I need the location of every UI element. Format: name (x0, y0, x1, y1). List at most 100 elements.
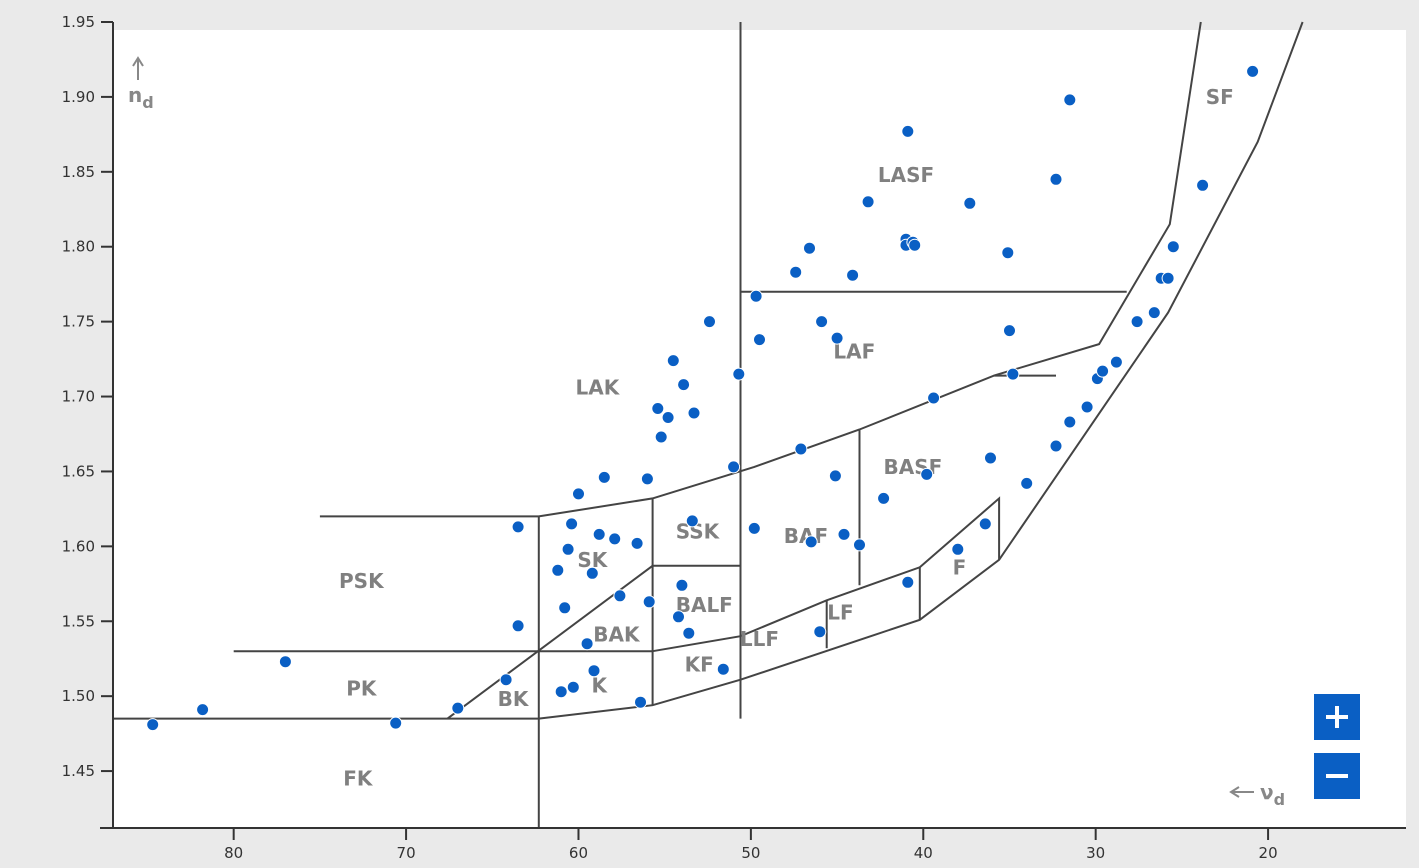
y-tick-label: 1.45 (62, 762, 95, 780)
glass-point (677, 378, 691, 392)
y-tick-label: 1.90 (62, 88, 95, 106)
x-axis-label: νd (1260, 780, 1285, 809)
y-tick-label: 1.85 (62, 163, 95, 181)
glass-point (1109, 355, 1123, 369)
region-label-k: K (591, 674, 608, 698)
left-arrow-head (1229, 786, 1240, 798)
glass-point (608, 532, 622, 546)
glass-point (682, 626, 696, 640)
glass-point (640, 472, 654, 486)
plus-icon-vertical (1335, 706, 1339, 728)
glass-point (908, 238, 922, 252)
y-tick-label: 1.55 (62, 612, 95, 630)
glass-point (666, 354, 680, 368)
region-label-f: F (953, 555, 967, 579)
glass-point (1166, 240, 1180, 254)
region-label-lf: LF (827, 600, 853, 624)
glass-point (389, 716, 403, 730)
glass-point (732, 367, 746, 381)
glass-point (565, 517, 579, 531)
region-boundary (993, 21, 1202, 377)
region-label-lak: LAK (576, 376, 621, 400)
glass-point (551, 563, 565, 577)
glass-point (613, 589, 627, 603)
glass-point (654, 430, 668, 444)
glass-point (561, 542, 575, 556)
region-label-lasf: LASF (878, 163, 934, 187)
glass-point (1063, 415, 1077, 429)
glass-point (1003, 324, 1016, 338)
region-boundary (652, 496, 1001, 653)
glass-point (703, 315, 716, 329)
glass-point (1147, 306, 1161, 320)
x-axis-caption: νd (1229, 780, 1285, 809)
glass-point (877, 491, 891, 505)
glass-point (1130, 315, 1144, 329)
region-label-llf: LLF (740, 627, 779, 651)
glass-point (580, 637, 594, 651)
region-label-bak: BAK (593, 623, 641, 647)
glass-point (963, 196, 977, 210)
zoom-out-button[interactable] (1314, 753, 1360, 799)
x-tick-label: 70 (397, 844, 416, 862)
glass-point (566, 680, 580, 694)
glass-point (753, 333, 766, 347)
glass-point (451, 701, 465, 715)
glass-point (558, 601, 572, 615)
glass-points (146, 64, 1260, 732)
glass-point (587, 664, 601, 678)
glass-point (597, 470, 611, 484)
y-axis-label: nd (128, 83, 154, 112)
x-tick-label: 80 (224, 844, 243, 862)
glass-point (828, 469, 842, 483)
glass-point (1001, 246, 1015, 260)
region-label-bk: BK (498, 687, 530, 711)
y-tick-label: 1.75 (62, 313, 95, 331)
glass-point (846, 268, 860, 282)
glass-point (585, 566, 599, 580)
glass-region-boundaries (113, 21, 1304, 828)
axes: 1.45 1.50 1.55 1.60 1.65 1.70 1.75 1.80 1.85 1.90… (62, 13, 1406, 862)
glass-point (1049, 439, 1063, 453)
glass-point (687, 406, 701, 420)
glass-point (572, 487, 585, 501)
glass-point (1246, 64, 1260, 78)
y-tick-label: 1.50 (62, 687, 95, 705)
y-tick-label: 1.65 (62, 462, 95, 480)
glass-point (1161, 271, 1175, 285)
glass-point (747, 521, 761, 535)
glass-point (861, 195, 875, 209)
glass-point (661, 411, 675, 424)
glass-point (196, 703, 210, 717)
glass-point (685, 514, 699, 528)
zoom-in-button[interactable] (1314, 694, 1360, 740)
glass-point (804, 535, 818, 549)
region-label-fk: FK (343, 767, 374, 791)
x-tick-label: 20 (1259, 844, 1278, 862)
glass-point (1020, 476, 1034, 490)
glass-point (749, 289, 763, 303)
x-tick-label: 40 (914, 844, 933, 862)
glass-point (984, 451, 997, 465)
minus-icon (1326, 774, 1348, 778)
glass-point (278, 655, 292, 669)
glass-point (920, 467, 934, 481)
glass-point (951, 542, 965, 556)
glass-point (813, 625, 827, 639)
glass-point (978, 517, 992, 531)
glass-point (1063, 93, 1077, 107)
glass-point (642, 595, 656, 609)
glass-point (789, 265, 803, 279)
glass-point (511, 520, 525, 534)
region-label-pk: PK (346, 677, 378, 701)
glass-point (499, 673, 513, 687)
glass-point (716, 662, 730, 676)
glass-point (1096, 364, 1110, 378)
glass-point (651, 402, 665, 415)
region-label-sf: SF (1206, 85, 1234, 109)
region-label-balf: BALF (676, 593, 733, 617)
glass-point (794, 442, 808, 456)
y-tick-label: 1.95 (62, 13, 95, 31)
